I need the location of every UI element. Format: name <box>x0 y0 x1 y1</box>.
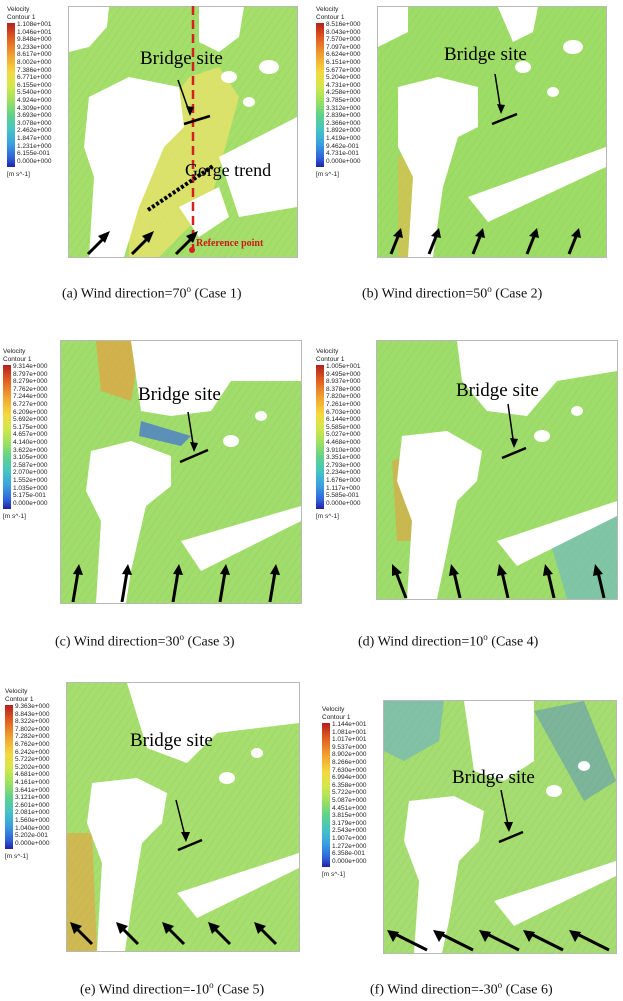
velocity-map-f <box>383 700 617 954</box>
caption-a: (a) Wind direction=70o (Case 1) <box>62 284 242 302</box>
legend-values: 1.005e+001 9.495e+000 8.937e+000 8.378e+000… <box>326 363 361 507</box>
color-bar <box>7 23 15 167</box>
bridge-site-label: Bridge site <box>444 44 527 65</box>
velocity-map-b <box>377 6 607 258</box>
annotations-c <box>71 411 280 602</box>
annotations-d <box>392 403 606 598</box>
bridge-marker <box>501 446 527 460</box>
bridge-marker <box>498 830 524 844</box>
caption-f: (f) Wind direction=-30o (Case 6) <box>370 980 553 998</box>
legend-values: 1.108e+001 1.046e+001 9.848e+000 9.233e+000… <box>17 21 52 165</box>
velocity-map-a <box>68 6 298 258</box>
bridge-marker <box>183 114 211 126</box>
caption-d: (d) Wind direction=10o (Case 4) <box>358 632 539 650</box>
annotations-e <box>70 799 278 946</box>
color-bar <box>5 705 13 849</box>
caption-c: (c) Wind direction=30o (Case 3) <box>55 632 235 650</box>
legend-a: Velocity Contour 1 1.108e+001 1.046e+001 9… <box>7 6 52 178</box>
reference-point <box>189 247 195 253</box>
bridge-site-label: Bridge site <box>456 380 539 401</box>
legend-values: 9.363e+000 8.843e+000 8.322e+000 7.802e+000… <box>15 703 50 847</box>
legend-f: Velocity Contour 1 1.144e+001 1.081e+001 1… <box>322 706 367 878</box>
bridge-site-label: Bridge site <box>130 730 213 751</box>
wind-arrows <box>392 564 606 598</box>
bridge-site-label: Bridge site <box>138 384 221 405</box>
gorge-trend-label: Gorge trend <box>185 160 272 180</box>
bridge-site-label: Bridge site <box>452 767 535 788</box>
gorge-trend-line <box>146 164 215 212</box>
velocity-map-c <box>60 340 302 604</box>
legend-e: Velocity Contour 1 9.363e+000 8.843e+000 8… <box>5 688 50 860</box>
reference-point-label: Reference point <box>196 238 264 249</box>
wind-arrows <box>70 922 278 946</box>
legend-values: 8.516e+000 8.043e+000 7.570e+000 7.097e+000… <box>326 21 361 165</box>
bridge-marker <box>177 838 203 852</box>
wind-arrows <box>389 228 581 255</box>
bridge-marker <box>491 112 518 126</box>
annotations-b <box>389 73 581 255</box>
wind-arrows <box>71 564 280 602</box>
legend-values: 9.314e+000 8.797e+000 8.279e+000 7.762e+000… <box>13 363 48 507</box>
color-bar <box>316 23 324 167</box>
caption-e: (e) Wind direction=-10o (Case 5) <box>80 980 265 998</box>
bridge-site-label: Bridge site <box>140 48 223 69</box>
legend-subtitle: Contour 1 <box>7 13 36 21</box>
legend-title: Velocity <box>7 6 30 13</box>
velocity-map-e <box>66 682 300 952</box>
annotations-f <box>387 789 610 952</box>
color-bar <box>316 365 324 509</box>
legend-unit: [m s^-1] <box>7 171 30 178</box>
legend-c: Velocity Contour 1 9.314e+000 8.797e+000 8… <box>3 348 48 520</box>
bridge-marker <box>179 448 209 464</box>
legend-values: 1.144e+001 1.081e+001 1.017e+001 9.537e+000… <box>332 721 367 865</box>
annotations-a <box>86 6 215 256</box>
wind-arrows <box>86 231 198 256</box>
legend-b: Velocity Contour 1 8.516e+000 8.043e+000 7… <box>316 6 361 178</box>
color-bar <box>3 365 11 509</box>
velocity-map-d <box>376 340 618 600</box>
wind-arrows <box>387 930 610 952</box>
caption-b: (b) Wind direction=50o (Case 2) <box>362 284 543 302</box>
color-bar <box>322 723 330 867</box>
legend-d: Velocity Contour 1 1.005e+001 9.495e+000 8… <box>316 348 361 520</box>
